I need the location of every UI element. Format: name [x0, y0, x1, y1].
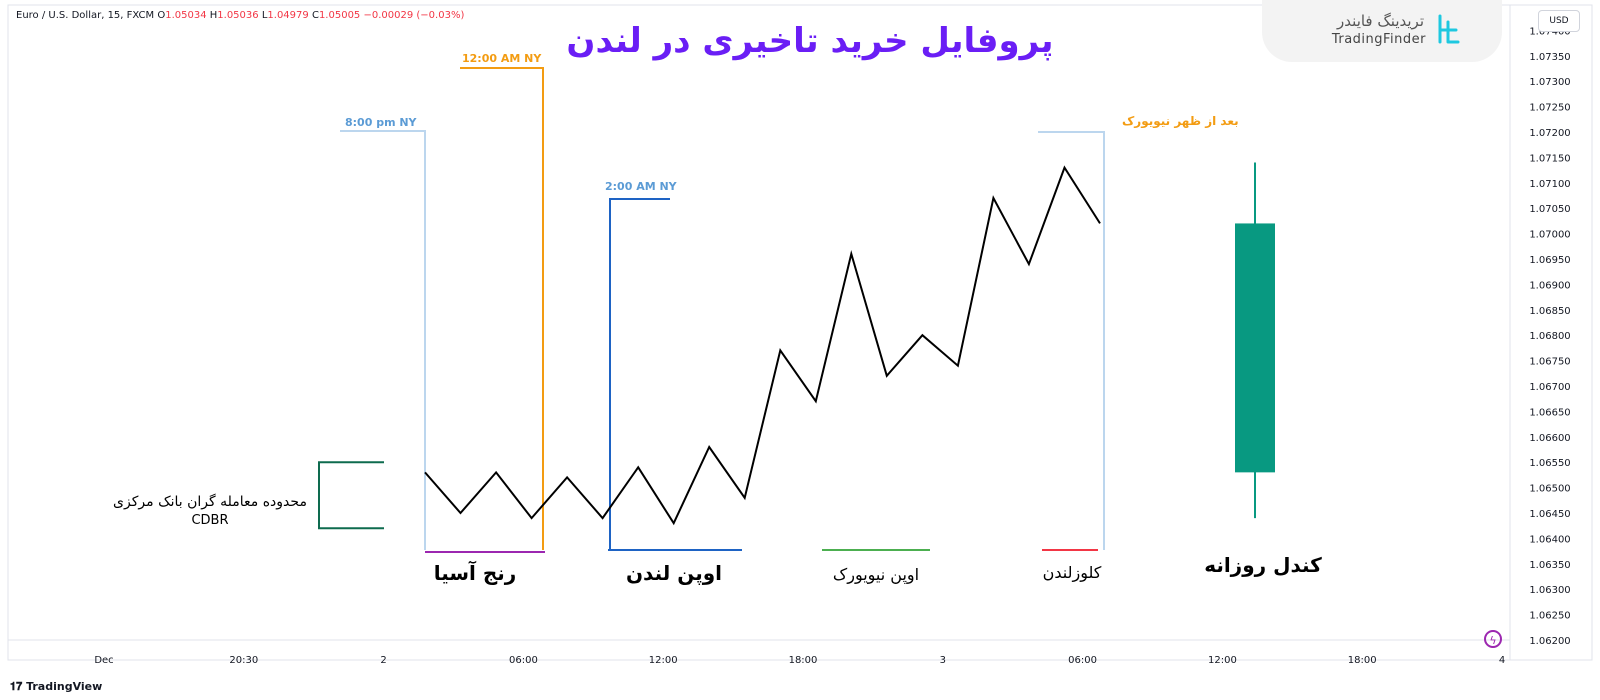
price-tick-label: 1.07050: [1529, 204, 1570, 215]
time-tick-label: Dec: [94, 655, 113, 666]
price-tick-label: 1.06300: [1529, 585, 1570, 596]
symbol-legend[interactable]: Euro / U.S. Dollar, 15, FXCM O1.05034 H1…: [16, 10, 464, 21]
price-tick-label: 1.06700: [1529, 382, 1570, 393]
price-tick-label: 1.06750: [1529, 357, 1570, 368]
label-london-open: اوپن لندن: [626, 561, 722, 586]
price-tick-label: 1.07250: [1529, 103, 1570, 114]
price-tick-label: 1.06950: [1529, 255, 1570, 266]
marker-2am-label: 2:00 AM NY: [605, 180, 678, 193]
price-tick-label: 1.06350: [1529, 560, 1570, 571]
marker-8pm-label: 8:00 pm NY: [345, 116, 418, 129]
marker-afternoon-ny-bracket: [1038, 131, 1105, 550]
time-axis[interactable]: Dec 20:30 2 06:00 12:00 18:00 3 06:00 12:00 18:00…: [94, 655, 1505, 666]
price-tick-label: 1.06850: [1529, 306, 1570, 317]
cdbr-bracket: [318, 461, 384, 530]
price-tick-label: 1.06900: [1529, 280, 1570, 291]
label-london-close: کلوزلندن: [1043, 563, 1102, 583]
low-value: 1.04979: [267, 10, 309, 21]
open-label: O: [157, 10, 166, 21]
time-tick-label: 3: [940, 655, 946, 666]
price-tick-label: 1.06450: [1529, 509, 1570, 520]
price-tick-label: 1.06800: [1529, 331, 1570, 342]
price-tick-label: 1.06600: [1529, 433, 1570, 444]
price-tick-label: 1.06500: [1529, 484, 1570, 495]
time-tick-label: 4: [1499, 655, 1505, 666]
marker-12am-bracket: [460, 67, 544, 550]
high-value: 1.05036: [217, 10, 259, 21]
price-path-line: [424, 165, 1101, 526]
open-value: 1.05034: [165, 10, 207, 21]
currency-button[interactable]: USD: [1538, 10, 1580, 32]
time-tick-label: 06:00: [509, 655, 538, 666]
tradingview-label: TradingView: [26, 680, 103, 693]
close-value: 1.05005: [318, 10, 361, 21]
low-label: L: [261, 10, 268, 21]
price-tick-label: 1.06400: [1529, 534, 1570, 545]
brand-name-persian: تریدینگ فایندر: [1337, 12, 1424, 30]
price-tick-label: 1.07100: [1529, 179, 1570, 190]
chart-title: پروفایل خرید تاخیری در لندن: [566, 21, 1053, 61]
label-ny-open: اوپن نیویورک: [833, 565, 919, 585]
price-tick-label: 1.07150: [1529, 153, 1570, 164]
price-tick-label: 1.06650: [1529, 407, 1570, 418]
price-tick-label: 1.06250: [1529, 611, 1570, 622]
price-tick-label: 1.07000: [1529, 230, 1570, 241]
cdbr-label-fa: محدوده معامله گران بانک مرکزی: [113, 493, 307, 510]
brand-name-english: TradingFinder: [1331, 32, 1426, 47]
high-label: H: [209, 10, 218, 21]
price-tick-label: 1.06550: [1529, 458, 1570, 469]
daily-candle-body: [1235, 223, 1275, 473]
price-tick-label: 1.07350: [1529, 52, 1570, 63]
tradingview-logo[interactable]: 𝟏𝟕 TradingView: [10, 680, 102, 694]
close-label: C: [311, 10, 319, 21]
time-tick-label: 12:00: [1208, 655, 1237, 666]
time-tick-label: 2: [380, 655, 386, 666]
brand-logo-panel: تریدینگ فایندر TradingFinder: [1262, 0, 1502, 62]
tradingview-mark-icon: 𝟏𝟕: [10, 680, 23, 693]
marker-2am-bracket: [609, 198, 670, 550]
marker-afternoon-ny-label: بعد از ظهر نیویورک: [1122, 114, 1239, 129]
time-tick-label: 06:00: [1068, 655, 1097, 666]
time-tick-label: 12:00: [649, 655, 678, 666]
chart-frame: [7, 4, 1593, 661]
time-tick-label: 18:00: [789, 655, 818, 666]
daily-candle: [1235, 162, 1275, 519]
change-value: −0.00029 (−0.03%): [363, 10, 465, 21]
price-tick-label: 1.07300: [1529, 77, 1570, 88]
price-tick-label: 1.07200: [1529, 128, 1570, 139]
marker-8pm-bracket: [340, 130, 426, 550]
price-axis[interactable]: 1.074001.073501.073001.072501.072001.071…: [1529, 26, 1570, 647]
brand-logo-icon: [1438, 14, 1460, 44]
label-daily-candle: کندل روزانه: [1204, 553, 1322, 577]
symbol-name: Euro / U.S. Dollar, 15, FXCM: [16, 10, 155, 21]
time-tick-label: 20:30: [229, 655, 258, 666]
cdbr-label-en: CDBR: [191, 513, 228, 528]
price-tick-label: 1.06200: [1529, 636, 1570, 647]
time-tick-label: 18:00: [1348, 655, 1377, 666]
marker-12am-label: 12:00 AM NY: [462, 52, 542, 65]
label-asia-range: رنج آسیا: [434, 560, 517, 585]
flash-icon[interactable]: ϟ: [1484, 630, 1502, 648]
